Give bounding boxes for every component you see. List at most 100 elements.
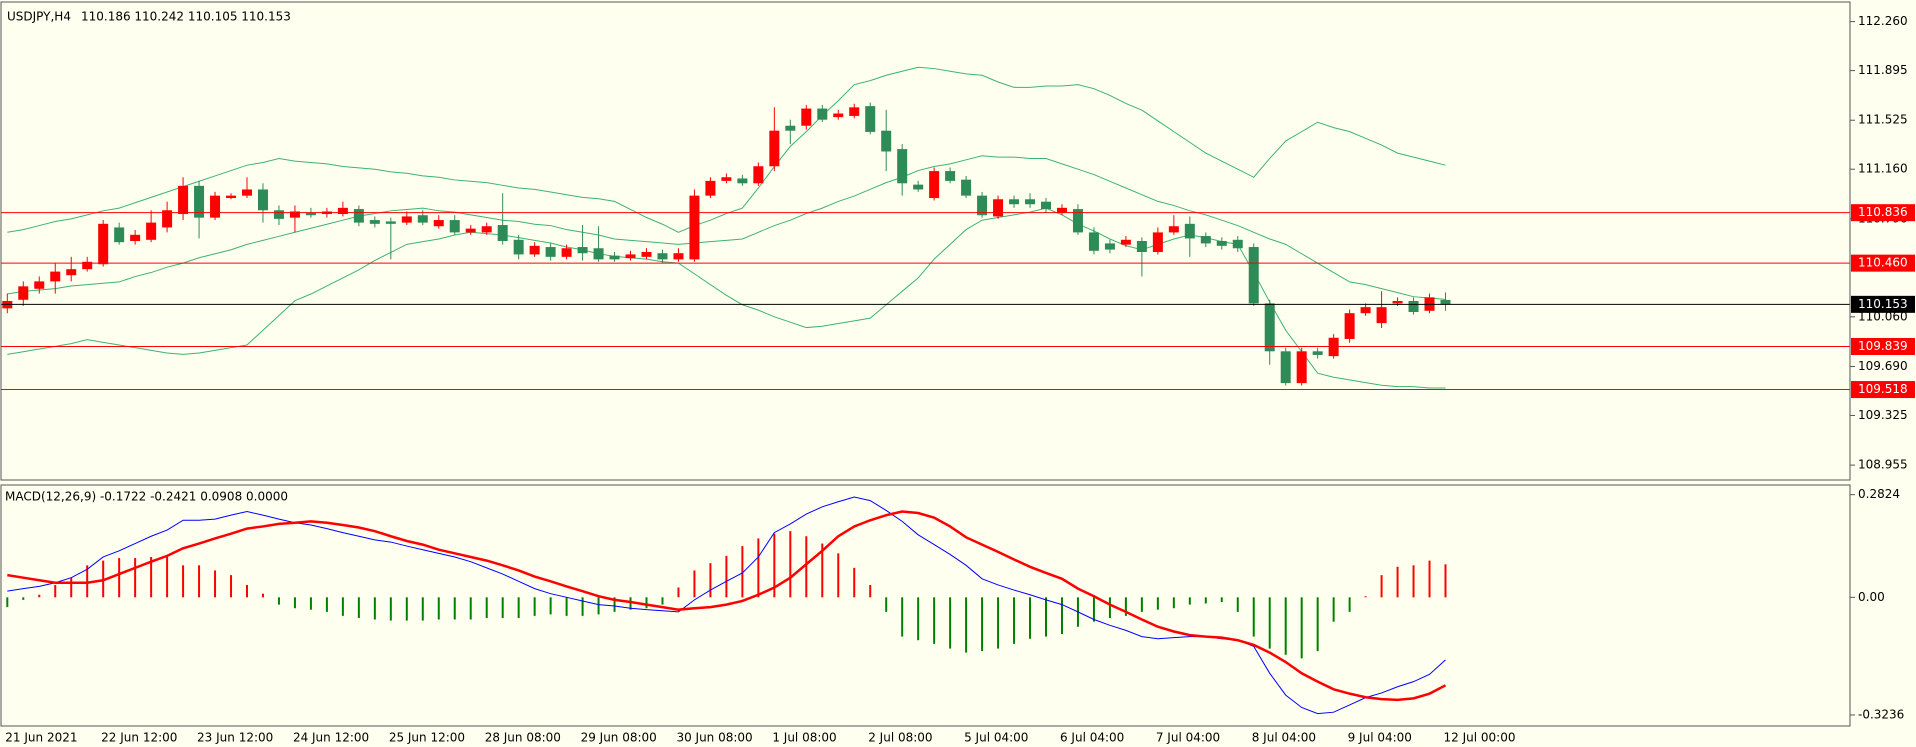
candle-body bbox=[465, 228, 476, 233]
candle-body bbox=[1360, 307, 1371, 314]
x-tick-label: 21 Jun 2021 bbox=[5, 731, 77, 745]
x-tick-label: 22 Jun 12:00 bbox=[101, 731, 177, 745]
y-tick-label: 109.325 bbox=[1858, 408, 1908, 422]
candle-body bbox=[593, 248, 604, 260]
candle-body bbox=[961, 179, 972, 196]
y-tick-label: -0.3236 bbox=[1858, 707, 1904, 721]
candle-body bbox=[210, 195, 221, 218]
candle-body bbox=[513, 239, 524, 255]
candle-body bbox=[1216, 241, 1227, 246]
candle-body bbox=[1200, 236, 1211, 244]
candle-body bbox=[801, 108, 812, 126]
candle-body bbox=[34, 281, 45, 289]
candle-body bbox=[1025, 199, 1036, 205]
candle-body bbox=[449, 220, 460, 233]
candle-body bbox=[1152, 232, 1163, 253]
candle-body bbox=[162, 210, 173, 228]
candle-body bbox=[226, 195, 237, 199]
candle-body bbox=[353, 209, 364, 223]
axes: 112.260111.895111.525111.160110.790110.0… bbox=[5, 14, 1915, 745]
candle-body bbox=[673, 253, 684, 260]
candle-body bbox=[881, 130, 892, 152]
x-tick-label: 5 Jul 04:00 bbox=[964, 731, 1028, 745]
level-label: 110.836 bbox=[1858, 205, 1908, 219]
candle-body bbox=[385, 221, 396, 224]
price-readout: 110.186 110.242 110.105 110.153 bbox=[81, 10, 291, 24]
candle-body bbox=[1392, 300, 1403, 304]
candle-body bbox=[929, 171, 940, 199]
x-tick-label: 25 Jun 12:00 bbox=[389, 731, 465, 745]
candle-body bbox=[657, 253, 668, 260]
candle-body bbox=[705, 180, 716, 196]
x-tick-label: 12 Jul 00:00 bbox=[1444, 731, 1516, 745]
y-tick-label: 111.160 bbox=[1858, 162, 1908, 176]
candle-body bbox=[1120, 239, 1131, 245]
candle-body bbox=[977, 195, 988, 216]
candle-body bbox=[689, 195, 700, 260]
candle-body bbox=[1056, 207, 1067, 213]
candle-body bbox=[1344, 313, 1355, 339]
candle-body bbox=[433, 220, 444, 227]
line-series bbox=[7, 155, 1446, 300]
candle-body bbox=[146, 222, 157, 240]
candle-body bbox=[66, 269, 77, 276]
candle-body bbox=[18, 286, 29, 300]
candle-body bbox=[242, 189, 252, 196]
candle-body bbox=[721, 177, 732, 181]
candle-body bbox=[337, 207, 348, 215]
candle-body bbox=[1440, 299, 1451, 305]
line-series bbox=[7, 66, 1446, 233]
y-tick-label: 0.2824 bbox=[1858, 487, 1900, 501]
candle-body bbox=[561, 248, 572, 257]
x-tick-label: 30 Jun 08:00 bbox=[676, 731, 752, 745]
x-tick-label: 23 Jun 12:00 bbox=[197, 731, 273, 745]
candle-body bbox=[737, 178, 748, 184]
candle-body bbox=[529, 245, 540, 255]
candle-body bbox=[993, 199, 1004, 217]
macd-title: MACD(12,26,9) -0.1722 -0.2421 0.0908 0.0… bbox=[5, 490, 288, 504]
candle-body bbox=[1248, 247, 1259, 304]
chart-title: USDJPY,H4 bbox=[7, 10, 71, 24]
candle-body bbox=[1104, 243, 1115, 250]
y-tick-label: 111.895 bbox=[1858, 63, 1908, 77]
x-tick-label: 24 Jun 12:00 bbox=[293, 731, 369, 745]
x-tick-label: 2 Jul 08:00 bbox=[868, 731, 932, 745]
macd-panel bbox=[6, 496, 1447, 715]
candle-body bbox=[609, 255, 620, 260]
candle-body bbox=[417, 215, 428, 223]
candle-body bbox=[1184, 223, 1195, 239]
candle-body bbox=[481, 226, 492, 233]
candle-body bbox=[945, 171, 956, 181]
candle-body bbox=[785, 125, 796, 131]
candle-body bbox=[897, 149, 908, 184]
candle-body bbox=[289, 211, 300, 218]
y-tick-label: 0.00 bbox=[1858, 590, 1885, 604]
candle-body bbox=[114, 227, 125, 243]
candle-body bbox=[273, 210, 284, 219]
x-tick-label: 28 Jun 08:00 bbox=[485, 731, 561, 745]
candle-body bbox=[130, 234, 141, 241]
y-tick-label: 108.955 bbox=[1858, 458, 1908, 472]
candle-body bbox=[1280, 351, 1291, 384]
candle-body bbox=[1088, 232, 1099, 251]
candle-body bbox=[98, 223, 109, 265]
price-panel-border bbox=[0, 1, 1851, 481]
candle-body bbox=[753, 166, 764, 184]
candle-body bbox=[1136, 241, 1147, 253]
candle-body bbox=[50, 271, 61, 282]
y-tick-label: 109.690 bbox=[1858, 359, 1908, 373]
level-label-box bbox=[1851, 254, 1915, 272]
candle-body bbox=[1296, 351, 1307, 384]
candle-body bbox=[1408, 300, 1419, 312]
y-tick-label: 112.260 bbox=[1858, 14, 1908, 28]
candle-body bbox=[1264, 303, 1275, 352]
candle-body bbox=[545, 247, 556, 257]
candle-body bbox=[769, 130, 780, 167]
candle-body bbox=[1072, 209, 1083, 233]
candle-body bbox=[625, 254, 636, 259]
level-label-box bbox=[1851, 295, 1915, 313]
candle-body bbox=[194, 185, 205, 218]
